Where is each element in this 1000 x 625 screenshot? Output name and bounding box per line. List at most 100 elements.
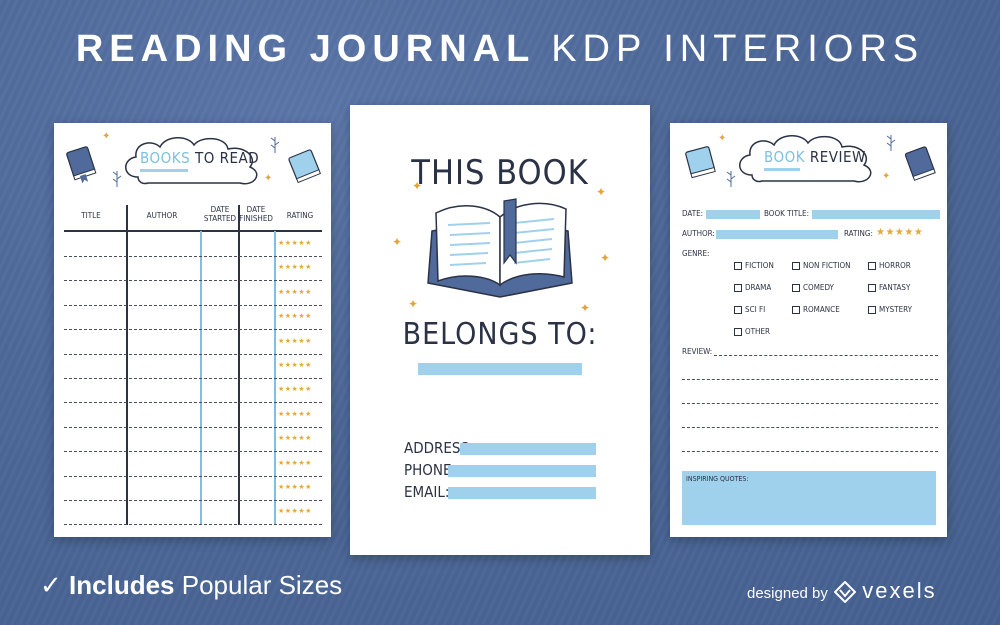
genre-label: ROMANCE bbox=[803, 305, 840, 314]
rating-label: RATING: bbox=[844, 229, 873, 238]
row-rating-stars[interactable]: ★★★★★ bbox=[278, 410, 312, 418]
genre-checkbox[interactable] bbox=[734, 262, 742, 270]
title-to-read: TO READ bbox=[194, 149, 260, 167]
row-rating-stars[interactable]: ★★★★★ bbox=[278, 459, 312, 467]
table-row[interactable] bbox=[64, 329, 322, 331]
book-review-title: BOOK REVIEW bbox=[764, 148, 866, 166]
review-line[interactable] bbox=[682, 403, 938, 404]
column-divider bbox=[126, 205, 128, 525]
row-rating-stars[interactable]: ★★★★★ bbox=[278, 508, 312, 516]
sparkle-icon: ✦ bbox=[580, 301, 591, 315]
address-field[interactable] bbox=[460, 443, 596, 455]
column-author: AUTHOR bbox=[146, 211, 178, 220]
table-row[interactable] bbox=[64, 280, 322, 282]
rating-stars[interactable]: ★★★★★ bbox=[876, 227, 924, 238]
table-row[interactable] bbox=[64, 426, 322, 428]
genre-checkbox[interactable] bbox=[734, 284, 742, 292]
row-rating-stars[interactable]: ★★★★★ bbox=[278, 386, 312, 394]
genre-label: HORROR bbox=[879, 261, 911, 270]
table-row[interactable] bbox=[64, 353, 322, 355]
genre-label: FICTION bbox=[745, 261, 774, 270]
vexels-brand: vexels bbox=[862, 578, 937, 603]
phone-field[interactable] bbox=[448, 465, 596, 477]
row-rating-stars[interactable]: ★★★★★ bbox=[278, 484, 312, 491]
table-row[interactable] bbox=[64, 256, 322, 257]
includes-text: Includes bbox=[69, 570, 175, 600]
sparkle-icon: ✦ bbox=[882, 171, 891, 182]
genre-label: SCI FI bbox=[745, 305, 766, 314]
book-review-page: BOOK REVIEW ✦ ✦ DATE: BOOK TITLE: AUTHOR… bbox=[670, 123, 947, 537]
genre-label: GENRE: bbox=[682, 249, 710, 258]
genre-checkbox[interactable] bbox=[734, 328, 742, 336]
row-rating-stars[interactable]: ★★★★★ bbox=[278, 435, 312, 443]
row-rating-stars[interactable]: ★★★★★ bbox=[278, 337, 312, 345]
author-label: AUTHOR: bbox=[682, 229, 715, 238]
genre-checkbox[interactable] bbox=[734, 306, 742, 314]
check-icon: ✓ bbox=[40, 570, 62, 600]
column-date-finished: DATE FINISHED bbox=[239, 205, 273, 223]
genre-checkbox[interactable] bbox=[792, 306, 800, 314]
genre-checkbox[interactable] bbox=[792, 262, 800, 270]
row-rating-stars[interactable]: ★★★★★ bbox=[278, 313, 312, 321]
column-rating: RATING bbox=[286, 211, 314, 220]
book-icon bbox=[288, 149, 322, 184]
sparkle-icon: ✦ bbox=[600, 251, 611, 265]
review-line[interactable] bbox=[682, 379, 938, 380]
open-book-icon bbox=[427, 198, 573, 298]
column-divider bbox=[238, 205, 240, 525]
table-row[interactable] bbox=[64, 524, 322, 526]
book-title-label: BOOK TITLE: bbox=[764, 209, 810, 218]
table-row[interactable] bbox=[64, 500, 322, 501]
row-rating-stars[interactable]: ★★★★★ bbox=[278, 240, 312, 247]
title-underline bbox=[140, 169, 188, 172]
title-books: BOOKS bbox=[140, 149, 191, 167]
table-row[interactable] bbox=[64, 475, 322, 477]
genre-checkbox[interactable] bbox=[868, 306, 876, 314]
quotes-label: INSPIRING QUOTES: bbox=[686, 475, 749, 483]
sparkle-icon: ✦ bbox=[412, 179, 423, 193]
row-rating-stars[interactable]: ★★★★★ bbox=[278, 264, 312, 272]
sparkle-icon: ✦ bbox=[102, 131, 111, 142]
genre-checkbox[interactable] bbox=[868, 262, 876, 270]
genre-label: DRAMA bbox=[745, 283, 772, 292]
book-icon bbox=[66, 146, 97, 183]
header-rule bbox=[64, 230, 322, 232]
review-line[interactable] bbox=[714, 355, 938, 356]
books-to-read-page: BOOKS TO READ ✦ ✦ TITLE AUTHOR DATE STAR… bbox=[54, 123, 331, 537]
leaf-icon bbox=[886, 135, 896, 151]
leaf-icon bbox=[112, 171, 122, 187]
sparkle-icon: ✦ bbox=[596, 185, 607, 199]
owner-name-field[interactable] bbox=[418, 363, 582, 375]
this-book-heading: THIS BOOK bbox=[411, 153, 589, 193]
genre-label: MYSTERY bbox=[879, 305, 912, 314]
table-row[interactable] bbox=[64, 451, 322, 453]
table-row[interactable] bbox=[64, 378, 322, 379]
address-label: ADDRESS: bbox=[404, 439, 474, 457]
email-field[interactable] bbox=[448, 487, 596, 499]
email-label: EMAIL: bbox=[404, 483, 450, 501]
books-to-read-title: BOOKS TO READ bbox=[140, 149, 259, 167]
genre-label: NON FICTION bbox=[803, 261, 851, 270]
title-book: BOOK bbox=[764, 148, 806, 166]
row-rating-stars[interactable]: ★★★★★ bbox=[278, 288, 312, 296]
author-field[interactable] bbox=[716, 230, 838, 239]
belongs-to-heading: BELONGS TO: bbox=[402, 317, 598, 352]
genre-checkbox[interactable] bbox=[868, 284, 876, 292]
leaf-icon bbox=[270, 137, 280, 153]
book-icon bbox=[685, 146, 716, 179]
sparkle-icon: ✦ bbox=[408, 297, 419, 311]
review-line[interactable] bbox=[682, 427, 938, 428]
book-icon bbox=[904, 146, 936, 181]
genre-checkbox[interactable] bbox=[792, 284, 800, 292]
genre-label: FANTASY bbox=[879, 283, 911, 292]
book-title-field[interactable] bbox=[812, 210, 940, 219]
date-field[interactable] bbox=[706, 210, 760, 219]
table-row[interactable] bbox=[64, 304, 322, 306]
designed-by-text: designed by bbox=[747, 585, 828, 602]
row-rating-stars[interactable]: ★★★★★ bbox=[278, 362, 312, 369]
review-line[interactable] bbox=[682, 451, 938, 452]
popular-sizes-text: Popular Sizes bbox=[181, 570, 343, 600]
table-row[interactable] bbox=[64, 402, 322, 404]
date-label: DATE: bbox=[682, 209, 704, 218]
quotes-box[interactable] bbox=[682, 471, 936, 525]
